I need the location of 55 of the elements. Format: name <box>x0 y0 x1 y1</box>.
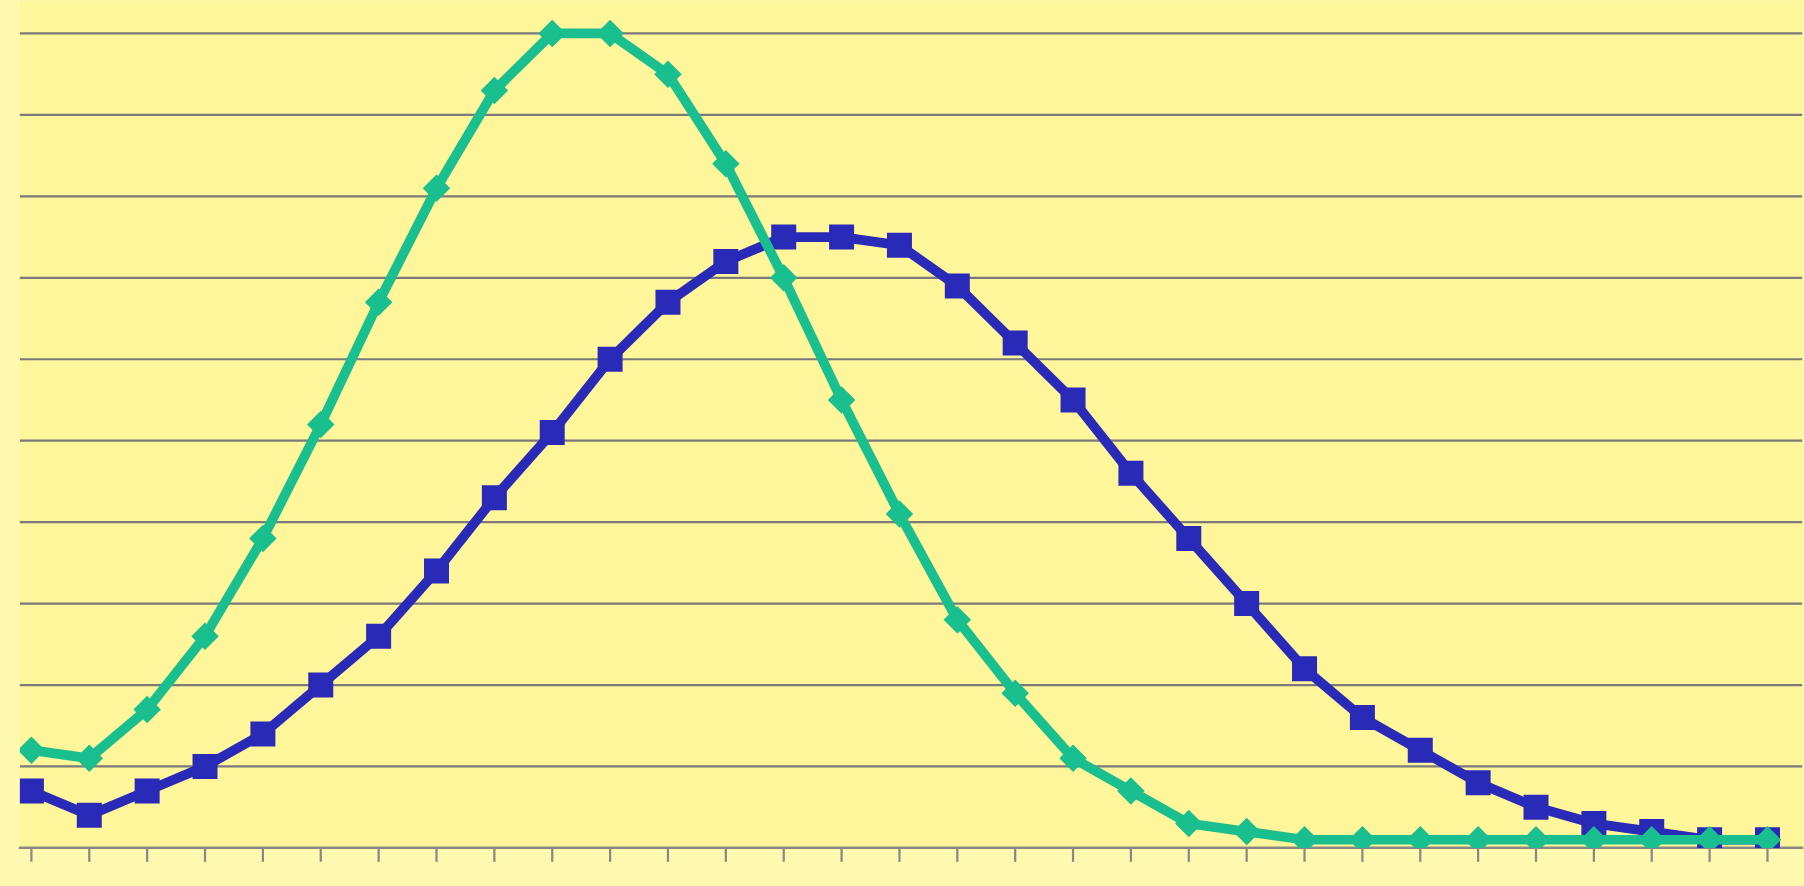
point <box>76 802 102 828</box>
point <box>1002 679 1029 707</box>
point <box>308 672 334 698</box>
point <box>481 77 508 104</box>
point <box>1407 737 1433 763</box>
point <box>944 273 970 299</box>
point <box>1465 770 1491 796</box>
point <box>1118 460 1144 486</box>
point <box>1464 826 1492 848</box>
point <box>713 249 739 275</box>
point <box>654 61 682 88</box>
point <box>1059 745 1087 772</box>
point <box>944 606 971 634</box>
point <box>1638 826 1665 848</box>
point <box>424 558 449 584</box>
point <box>307 411 334 438</box>
point <box>829 224 855 250</box>
point <box>1117 777 1145 805</box>
point <box>712 150 740 177</box>
point <box>770 264 797 291</box>
point <box>365 289 392 316</box>
point <box>1291 826 1318 848</box>
point <box>19 778 44 804</box>
point <box>76 745 103 772</box>
point <box>1407 826 1434 848</box>
point <box>1002 330 1028 356</box>
point <box>655 289 681 315</box>
point <box>539 20 566 47</box>
point <box>134 778 160 804</box>
point <box>771 224 797 250</box>
point <box>192 753 218 779</box>
point <box>828 386 855 414</box>
point <box>1175 810 1202 837</box>
point <box>133 696 161 723</box>
point <box>1176 525 1202 551</box>
point <box>481 485 507 511</box>
point <box>1349 705 1375 731</box>
point <box>1060 387 1086 413</box>
point <box>249 525 277 552</box>
point <box>1234 591 1260 617</box>
point <box>19 736 45 764</box>
point <box>1349 826 1376 848</box>
point <box>1580 826 1608 848</box>
point <box>1523 794 1549 820</box>
point <box>1522 826 1550 848</box>
point <box>250 721 276 747</box>
point <box>886 500 913 528</box>
point <box>597 346 623 372</box>
point <box>1233 818 1260 845</box>
point <box>886 232 912 258</box>
point <box>423 175 450 202</box>
point <box>366 623 392 649</box>
point <box>539 420 565 446</box>
point <box>191 622 219 650</box>
point <box>1292 656 1318 682</box>
